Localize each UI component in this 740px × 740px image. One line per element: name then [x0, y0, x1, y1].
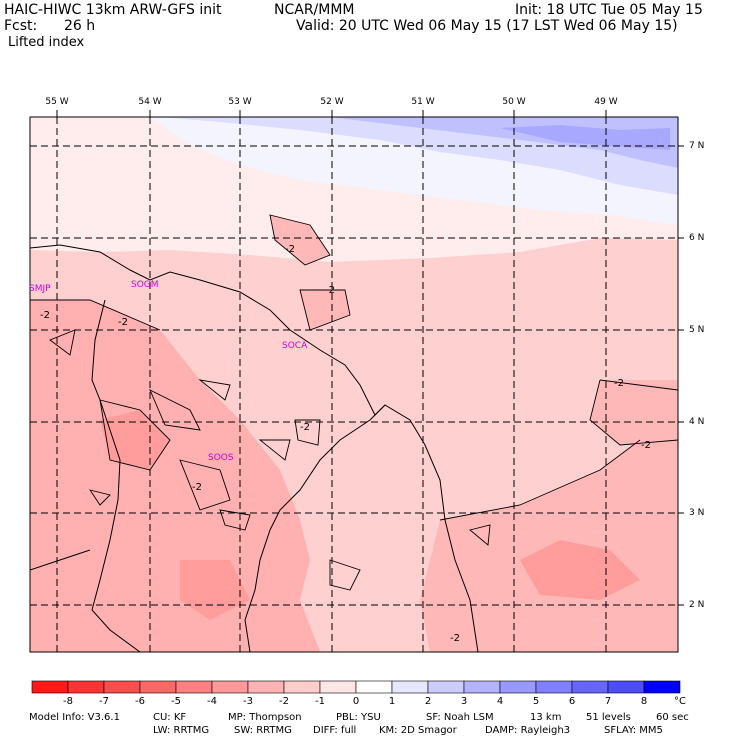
field-west-core — [100, 410, 170, 470]
station-label: SOOS — [208, 453, 234, 463]
contour-label: -2 — [40, 310, 50, 321]
contour-label: -2 — [118, 317, 128, 328]
fcst-value: 26 h — [64, 18, 96, 34]
contour-label: -2 — [192, 482, 202, 493]
valid-time: Valid: 20 UTC Wed 06 May 15 (17 LST Wed … — [296, 18, 678, 34]
footer-sflay: SFLAY: MM5 — [604, 725, 663, 736]
field-southeast — [420, 420, 678, 652]
contour-label: -2 — [450, 633, 460, 644]
field-southwest — [30, 300, 320, 652]
footer-damp: DAMP: Rayleigh3 — [485, 725, 571, 736]
lon-label: 50 W — [502, 97, 526, 107]
colorbar-label: 2 — [424, 696, 432, 707]
colorbar-label: 0 — [352, 696, 360, 707]
field-east-patch — [590, 380, 678, 445]
colorbar-label: -4 — [207, 696, 217, 707]
colorbar-label: 8 — [640, 696, 648, 707]
lat-label: 3 N — [689, 508, 705, 518]
axis-ticks — [56, 110, 684, 606]
lon-label: 51 W — [411, 97, 435, 107]
colorbar-unit: °C — [674, 696, 686, 707]
graticule — [30, 117, 678, 652]
lon-label: 49 W — [594, 97, 618, 107]
field-name: Lifted index — [8, 35, 85, 50]
colorbar-label: -3 — [243, 696, 253, 707]
contour-label: -2 — [641, 440, 651, 451]
contour-labels: -2 -2 -2 -2 -2 -2 -2 -2 -2 — [40, 244, 651, 644]
coastline-borders — [30, 244, 479, 652]
footer-cu: CU: KF — [153, 712, 187, 723]
footer-timestep: 60 sec — [656, 712, 689, 723]
lat-label: 4 N — [689, 417, 705, 427]
footer-pbl: PBL: YSU — [336, 712, 381, 723]
contour-label: -2 — [300, 422, 310, 433]
lon-label: 54 W — [138, 97, 162, 107]
colorbar-label: 6 — [568, 696, 576, 707]
colorbar-label: 1 — [388, 696, 396, 707]
init-time: Init: 18 UTC Tue 05 May 15 — [515, 2, 703, 18]
footer-km: KM: 2D Smagor — [379, 725, 457, 736]
lifted-index-field: -2 -2 -2 -2 -2 -2 -2 -2 -2 — [30, 117, 678, 652]
colorbar-label: -8 — [63, 696, 73, 707]
colorbar-label: -1 — [315, 696, 325, 707]
colorbar-label: 3 — [460, 696, 468, 707]
station-label: SOCA — [282, 341, 308, 351]
footer-levels: 51 levels — [586, 712, 631, 723]
colorbar-label: -5 — [171, 696, 181, 707]
lat-label: 2 N — [689, 600, 705, 610]
colorbar-label: -6 — [135, 696, 145, 707]
footer-mp: MP: Thompson — [228, 712, 302, 723]
footer-sw: SW: RRTMG — [234, 725, 292, 736]
colorbar-label: 4 — [496, 696, 504, 707]
station-label: SMJP — [29, 284, 51, 294]
lat-label: 6 N — [689, 233, 705, 243]
lat-label: 7 N — [689, 141, 705, 151]
colorbar-label: -2 — [279, 696, 289, 707]
org-label: NCAR/MMM — [274, 2, 355, 18]
lat-label: 5 N — [689, 325, 705, 335]
contour-lines — [30, 214, 678, 591]
footer-diff: DIFF: full — [313, 725, 357, 736]
contour-label: -2 — [285, 244, 295, 255]
footer-lw: LW: RRTMG — [153, 725, 210, 736]
colorbar-label: 5 — [532, 696, 540, 707]
footer-model-info: Model Info: V3.6.1 — [29, 712, 120, 723]
colorbar-label: -7 — [99, 696, 109, 707]
lon-label: 55 W — [45, 97, 69, 107]
contour-label: -2 — [325, 285, 335, 296]
field-southeast-core — [520, 540, 640, 600]
lon-label: 53 W — [228, 97, 252, 107]
fcst-label: Fcst: — [4, 18, 38, 34]
contour-label: -2 — [614, 378, 624, 389]
footer-sf: SF: Noah LSM — [426, 712, 494, 723]
field-north-patch — [270, 215, 330, 265]
field-north-patch-2 — [300, 290, 350, 330]
lon-label: 52 W — [320, 97, 344, 107]
footer-res: 13 km — [530, 712, 562, 723]
model-title: HAIC-HIWC 13km ARW-GFS init — [4, 2, 222, 18]
field-blue-dark — [500, 125, 670, 150]
station-label: SOGM — [131, 280, 159, 290]
colorbar-label: 7 — [604, 696, 612, 707]
map-frame — [29, 116, 679, 653]
